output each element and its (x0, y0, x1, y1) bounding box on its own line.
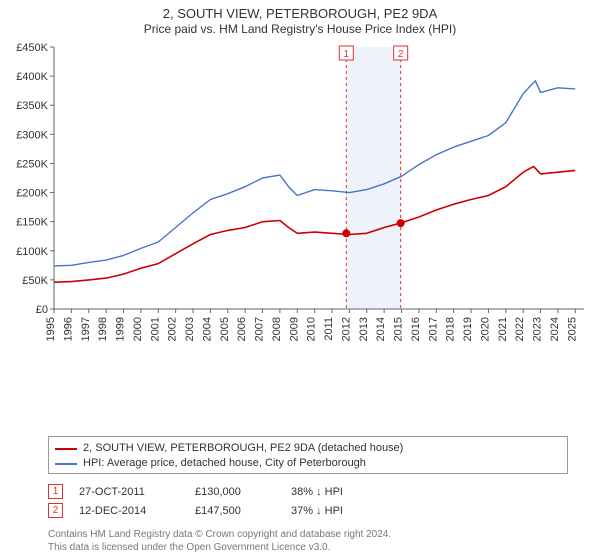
sale-diff: 38% ↓ HPI (291, 486, 381, 498)
svg-text:£150K: £150K (16, 217, 48, 229)
svg-text:1995: 1995 (45, 317, 57, 341)
svg-text:2003: 2003 (184, 317, 196, 341)
svg-text:2012: 2012 (340, 317, 352, 341)
svg-text:2023: 2023 (532, 317, 544, 341)
svg-text:2001: 2001 (149, 317, 161, 341)
page-subtitle: Price paid vs. HM Land Registry's House … (8, 22, 592, 37)
svg-text:£200K: £200K (16, 188, 48, 200)
svg-text:2025: 2025 (566, 317, 578, 341)
svg-text:2011: 2011 (323, 317, 335, 341)
price-chart: £0 £50K £100K £150K £200K £250K £300K £350K £400… (8, 41, 592, 430)
svg-text:2006: 2006 (236, 317, 248, 341)
svg-text:£50K: £50K (22, 275, 48, 287)
sale-price: £147,500 (195, 505, 275, 517)
svg-text:£250K: £250K (16, 159, 48, 171)
svg-text:2008: 2008 (271, 317, 283, 341)
svg-text:2000: 2000 (132, 317, 144, 341)
svg-text:2020: 2020 (479, 317, 491, 341)
svg-text:1997: 1997 (80, 317, 92, 341)
svg-text:2018: 2018 (445, 317, 457, 341)
svg-text:1998: 1998 (97, 317, 109, 341)
svg-text:2017: 2017 (427, 317, 439, 341)
svg-text:£100K: £100K (16, 246, 48, 258)
svg-text:£400K: £400K (16, 71, 48, 83)
svg-text:2004: 2004 (201, 317, 213, 341)
sale-diff: 37% ↓ HPI (291, 505, 381, 517)
svg-text:£350K: £350K (16, 100, 48, 112)
svg-text:2014: 2014 (375, 317, 387, 341)
svg-text:1999: 1999 (115, 317, 127, 341)
svg-text:2022: 2022 (514, 317, 526, 341)
svg-text:2: 2 (398, 49, 404, 60)
legend-label-price: 2, SOUTH VIEW, PETERBOROUGH, PE2 9DA (de… (83, 441, 403, 456)
svg-text:2007: 2007 (254, 317, 266, 341)
sale-marker: 1 (48, 484, 63, 499)
svg-text:2009: 2009 (288, 317, 300, 341)
legend-swatch-price (55, 448, 77, 450)
attribution-line: This data is licensed under the Open Gov… (48, 541, 568, 554)
svg-text:2013: 2013 (358, 317, 370, 341)
attribution-line: Contains HM Land Registry data © Crown c… (48, 528, 568, 541)
svg-text:1: 1 (344, 49, 350, 60)
svg-text:£0: £0 (36, 304, 48, 316)
attribution: Contains HM Land Registry data © Crown c… (48, 528, 568, 554)
table-row: 2 12-DEC-2014 £147,500 37% ↓ HPI (48, 503, 568, 518)
sale-date: 27-OCT-2011 (79, 486, 179, 498)
svg-text:1996: 1996 (62, 317, 74, 341)
svg-text:2015: 2015 (393, 317, 405, 341)
table-row: 1 27-OCT-2011 £130,000 38% ↓ HPI (48, 484, 568, 499)
legend-label-hpi: HPI: Average price, detached house, City… (83, 456, 366, 471)
svg-text:2019: 2019 (462, 317, 474, 341)
page-title: 2, SOUTH VIEW, PETERBOROUGH, PE2 9DA (8, 6, 592, 22)
sale-price: £130,000 (195, 486, 275, 498)
chart-legend: 2, SOUTH VIEW, PETERBOROUGH, PE2 9DA (de… (48, 436, 568, 474)
sales-table: 1 27-OCT-2011 £130,000 38% ↓ HPI 2 12-DEC-201… (48, 484, 568, 522)
svg-text:2021: 2021 (497, 317, 509, 341)
sale-date: 12-DEC-2014 (79, 505, 179, 517)
svg-text:2024: 2024 (549, 317, 561, 341)
sale-marker: 2 (48, 503, 63, 518)
svg-text:2005: 2005 (219, 317, 231, 341)
svg-text:2002: 2002 (167, 317, 179, 341)
svg-text:2016: 2016 (410, 317, 422, 341)
svg-text:2010: 2010 (306, 317, 318, 341)
svg-text:£450K: £450K (16, 42, 48, 54)
svg-text:£300K: £300K (16, 130, 48, 142)
legend-swatch-hpi (55, 463, 77, 465)
